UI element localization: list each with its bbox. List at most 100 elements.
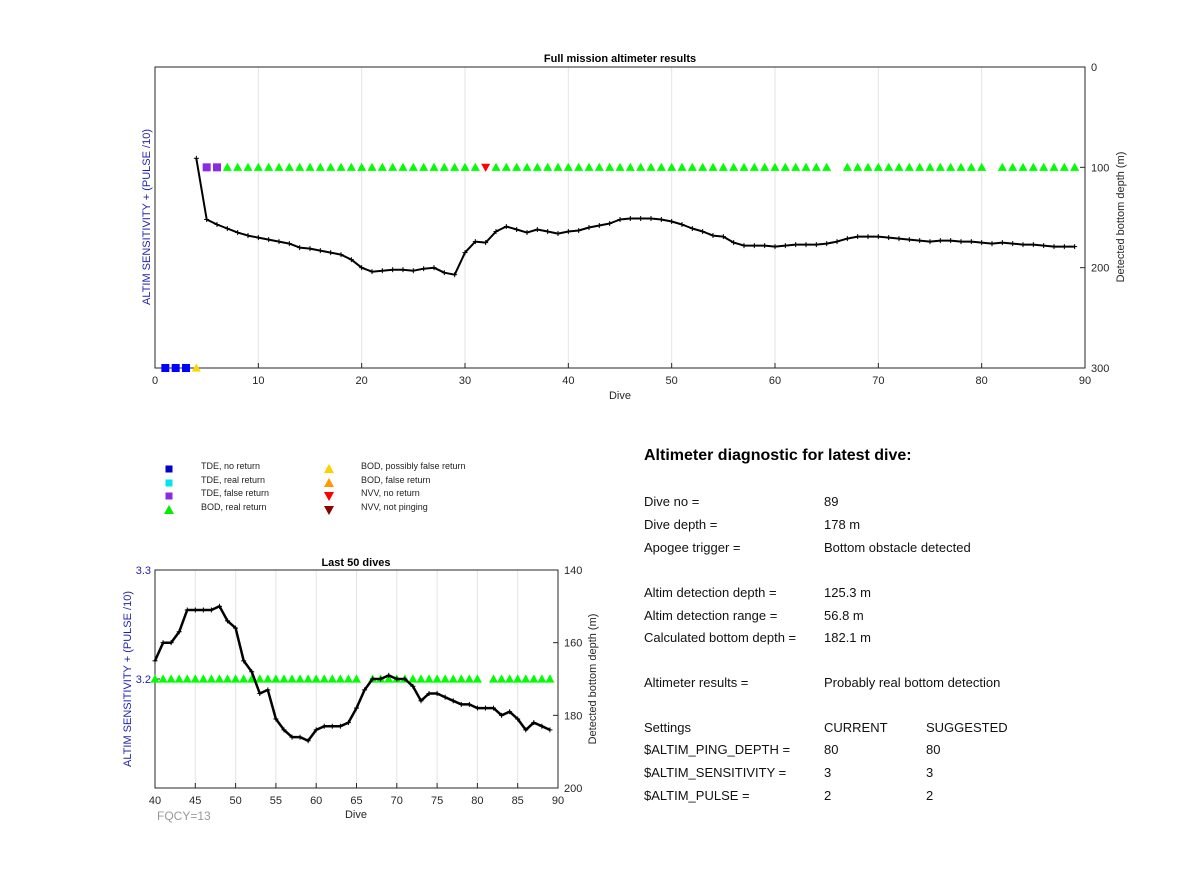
data-marker	[377, 162, 387, 171]
data-marker	[233, 162, 243, 171]
y-right-tick-label: 200	[564, 783, 582, 795]
data-marker	[1059, 162, 1069, 171]
top-chart-frame	[154, 66, 1086, 369]
x-tick-label: 40	[149, 795, 161, 807]
x-tick-label: 40	[562, 375, 574, 387]
data-marker	[915, 162, 925, 171]
data-marker	[182, 364, 190, 372]
diagnostic-value: 178 m	[824, 517, 861, 532]
data-marker	[171, 364, 180, 372]
data-marker	[214, 674, 224, 683]
bottom-chart-xlabel: Dive	[345, 809, 367, 821]
depth-line	[153, 605, 551, 743]
diagnostic-label: Altim detection range =	[644, 608, 778, 623]
data-marker	[303, 674, 313, 683]
data-marker	[470, 162, 480, 171]
fqcy-label: FQCY=13	[157, 809, 211, 823]
legend-label: TDE, false return	[201, 488, 270, 499]
setting-suggested: 2	[926, 788, 934, 803]
data-marker	[625, 162, 635, 171]
legend-label: BOD, real return	[201, 502, 267, 513]
data-marker	[343, 674, 353, 683]
x-tick-label: 50	[666, 375, 678, 387]
data-marker	[424, 674, 434, 683]
x-tick-label: 0	[152, 375, 158, 387]
legend-marker-shape	[165, 492, 173, 500]
data-marker	[553, 162, 563, 171]
x-tick-label: 10	[252, 375, 264, 387]
data-marker	[739, 162, 749, 171]
data-marker	[481, 163, 491, 172]
bottom-chart-ylabel-left: ALTIM SENSITIVITY + (PULSE /10)	[122, 591, 134, 767]
data-marker	[842, 162, 852, 171]
data-marker	[1070, 162, 1080, 171]
x-tick-label: 70	[391, 795, 403, 807]
data-marker	[501, 162, 511, 171]
data-marker	[253, 162, 263, 171]
data-marker	[450, 162, 460, 171]
data-marker	[822, 162, 832, 171]
x-tick-label: 45	[189, 795, 201, 807]
data-marker	[264, 162, 274, 171]
data-marker	[521, 674, 531, 683]
data-marker	[977, 162, 987, 171]
last-50-dives-chart: Last 50 dives 40 45 50 55 60 65 70 75 80 85 90 3.2…	[122, 557, 599, 821]
legend-label: BOD, false return	[361, 474, 431, 485]
x-tick-label: 70	[872, 375, 884, 387]
data-marker	[429, 162, 439, 171]
x-tick-label: 65	[350, 795, 362, 807]
data-marker	[190, 674, 200, 683]
data-marker	[1039, 162, 1049, 171]
data-marker	[243, 162, 253, 171]
y-right-tick-label: 160	[564, 638, 582, 650]
data-marker	[1028, 162, 1038, 171]
diagnostic-label: Altimeter results =	[644, 675, 749, 690]
setting-label: $ALTIM_SENSITIVITY =	[644, 765, 787, 780]
data-marker	[708, 162, 718, 171]
diagnostic-label: Calculated bottom depth =	[644, 630, 797, 645]
data-marker	[532, 162, 542, 171]
data-marker	[295, 674, 305, 683]
data-marker	[239, 674, 249, 683]
data-marker	[408, 674, 418, 683]
data-marker	[522, 162, 532, 171]
data-marker	[594, 162, 604, 171]
diagnostic-title: Altimeter diagnostic for latest dive:	[644, 447, 912, 464]
data-marker	[384, 674, 394, 683]
data-marker	[198, 674, 208, 683]
x-tick-label: 55	[270, 795, 282, 807]
data-marker	[574, 162, 584, 171]
x-tick-label: 30	[459, 375, 471, 387]
data-marker	[202, 163, 211, 172]
data-marker	[811, 162, 821, 171]
data-marker	[780, 162, 790, 171]
data-marker	[636, 162, 646, 171]
data-marker	[925, 162, 935, 171]
data-marker	[305, 162, 315, 171]
data-marker	[801, 162, 811, 171]
top-chart-xlabel: Dive	[609, 390, 631, 402]
data-marker	[357, 162, 367, 171]
data-marker	[271, 674, 281, 683]
settings-header-current: CURRENT	[824, 720, 888, 735]
top-chart-ylabel-left: ALTIM SENSITIVITY + (PULSE /10)	[141, 129, 153, 305]
data-marker	[295, 162, 305, 171]
legend-marker	[164, 461, 174, 479]
data-marker	[718, 162, 728, 171]
full-mission-chart: Full mission altimeter results 0 10 20 30 40…	[141, 53, 1127, 402]
data-marker	[352, 674, 361, 683]
data-marker	[513, 674, 523, 683]
data-marker	[319, 674, 329, 683]
data-marker	[904, 162, 914, 171]
data-marker	[698, 162, 708, 171]
data-marker	[729, 162, 739, 171]
legend-marker-shape	[324, 492, 334, 502]
data-marker	[667, 162, 677, 171]
depth-line	[195, 158, 1075, 276]
y-right-tick-label: 0	[1091, 62, 1097, 74]
data-marker	[687, 162, 697, 171]
data-marker	[263, 674, 273, 683]
data-marker	[749, 162, 759, 171]
data-marker	[274, 162, 284, 171]
legend-label: BOD, possibly false return	[361, 461, 466, 471]
